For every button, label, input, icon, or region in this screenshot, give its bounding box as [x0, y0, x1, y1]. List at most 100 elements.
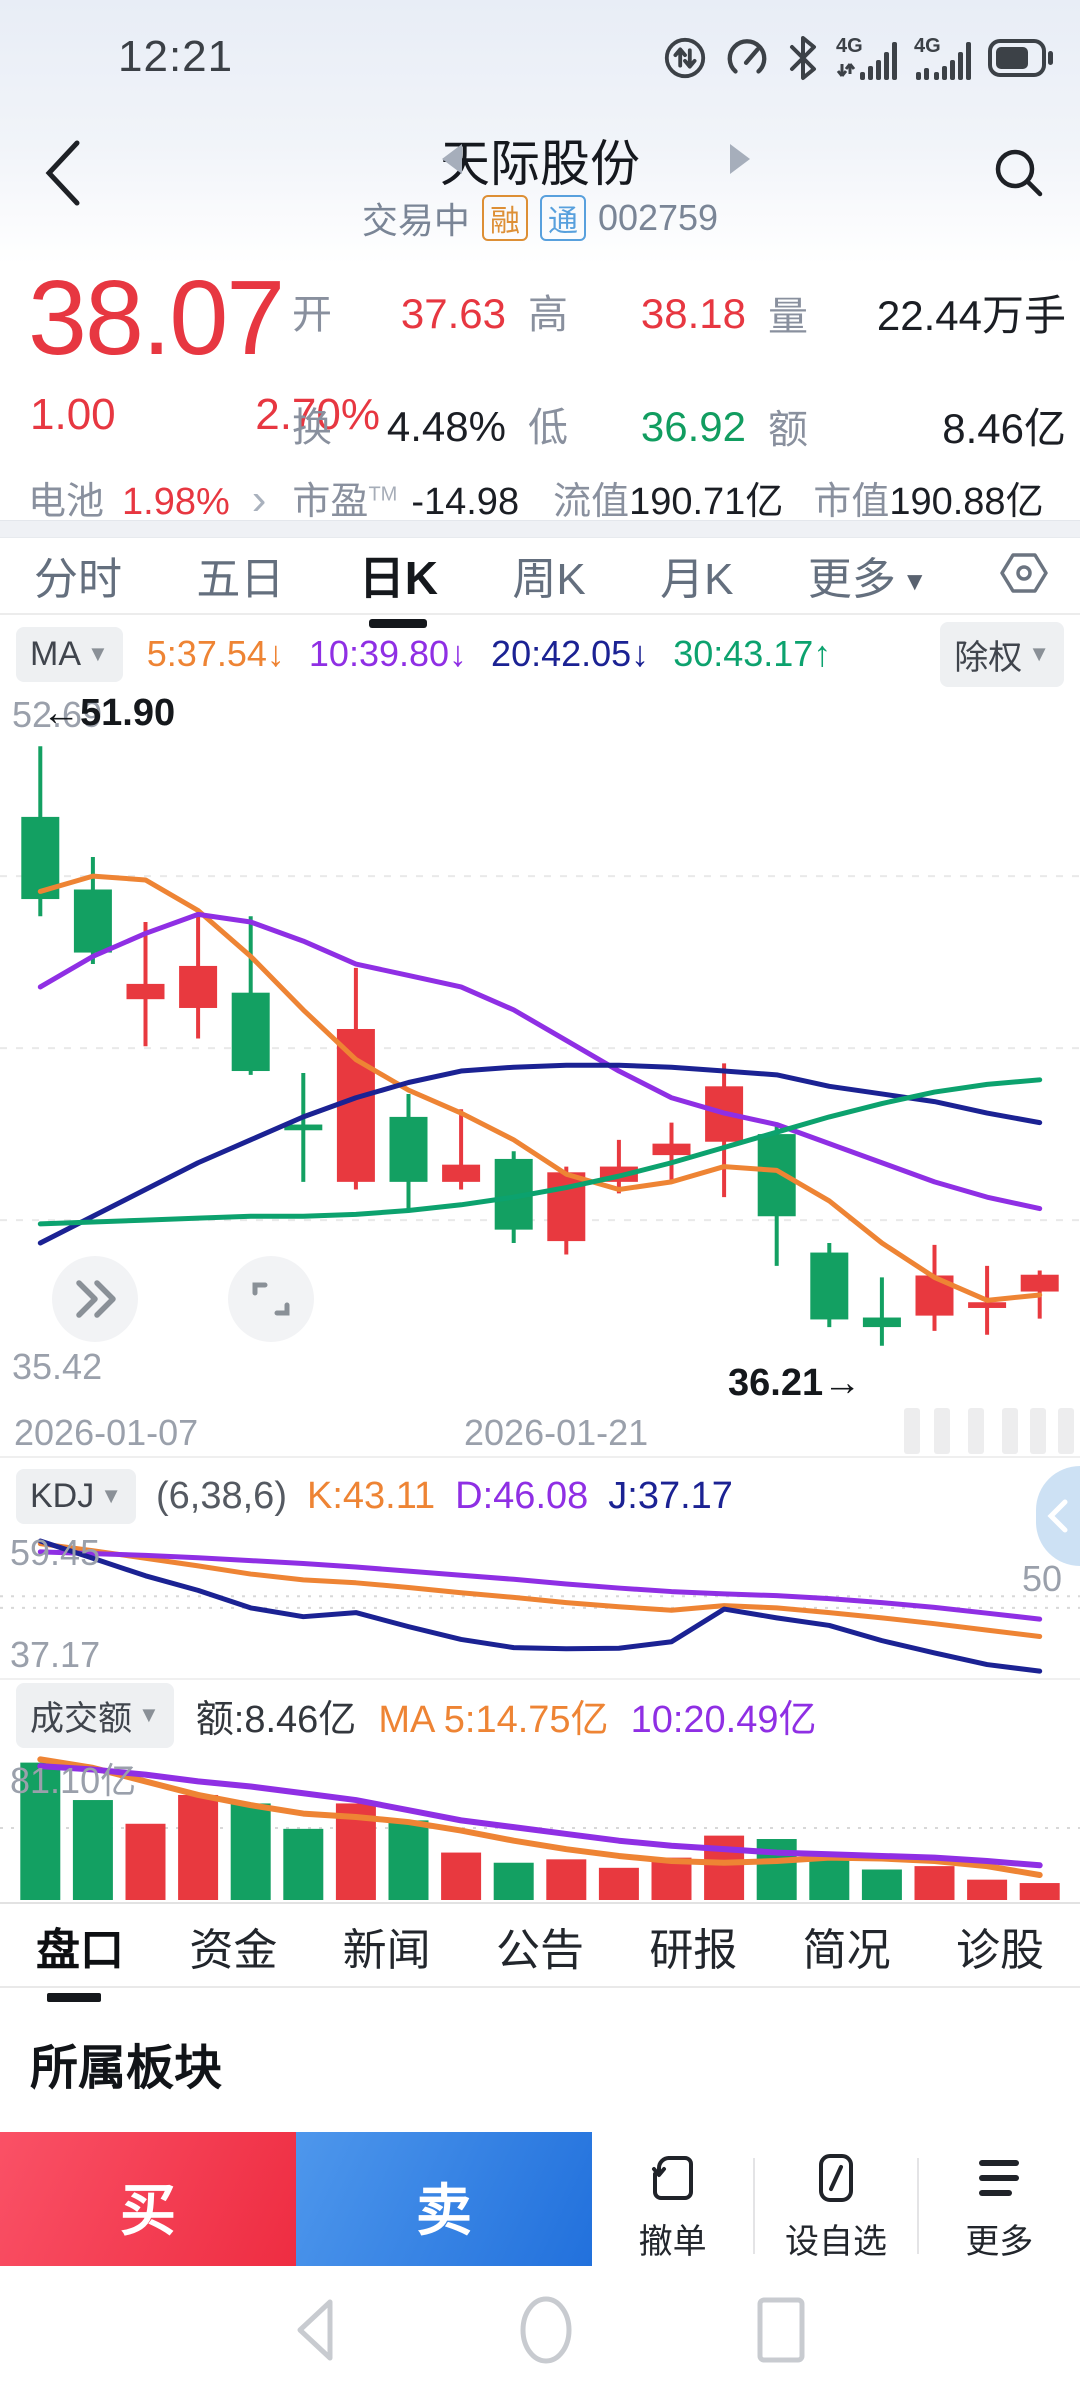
stock-code: 002759: [597, 197, 719, 238]
chevron-down-icon: ▼: [901, 566, 928, 596]
page-title: 天际股份: [440, 136, 640, 192]
pe-label: 市盈TM: [292, 481, 398, 523]
tab-5day[interactable]: 五日: [196, 555, 285, 604]
sector-change[interactable]: 1.98%: [122, 481, 230, 523]
data-saver-icon: [662, 35, 708, 81]
cancel-order-icon: [651, 2155, 693, 2200]
quote-stats-grid: 开 37.63 高 38.18 量 22.44万手 换 4.48% 低 36.92 额 8.…: [292, 282, 1066, 456]
sector-chevron-icon[interactable]: ›: [251, 475, 267, 524]
search-button[interactable]: [984, 138, 1054, 208]
search-icon: [995, 149, 1043, 197]
stat-low: 低 36.92: [528, 403, 746, 450]
chevron-down-icon: ▼: [100, 1483, 123, 1508]
volume-ma10: 10:20.49亿: [630, 1698, 817, 1741]
fullscreen-chart-button[interactable]: [228, 1256, 314, 1342]
kdj-chart[interactable]: [0, 1532, 1080, 1678]
cancel-order-button[interactable]: 撤单: [592, 2132, 753, 2280]
tab-news[interactable]: 新闻: [342, 1926, 431, 1975]
tab-weekly-k[interactable]: 周K: [512, 555, 586, 604]
kdj-axis-min: 37.17: [10, 1634, 101, 1675]
price-change: 1.00: [30, 390, 116, 439]
tab-diagnosis[interactable]: 诊股: [955, 1926, 1044, 1975]
kdj-indicator-bar: KDJ ▼ (6,38,6) K:43.11 D:46.08 J:37.17: [0, 1460, 1080, 1532]
speedometer-icon: [724, 35, 770, 81]
chart-settings-button[interactable]: [998, 549, 1050, 602]
signal-4g-2-icon: 4G: [914, 34, 972, 82]
margin-badge: 融: [481, 195, 528, 241]
stat-open: 开 37.63: [292, 290, 506, 337]
divider: [916, 2158, 919, 2254]
more-actions-button[interactable]: 更多: [919, 2132, 1080, 2280]
expand-periods-button[interactable]: [52, 1256, 138, 1342]
tab-funds[interactable]: 资金: [189, 1926, 278, 1975]
period-tab-bar: 分时 五日 日K 周K 月K 更多 ▼: [0, 537, 1080, 615]
svg-text:4G: 4G: [836, 35, 863, 57]
kline-date-axis: 2026-01-07 2026-01-21: [0, 1408, 1080, 1456]
signal-4g-icon: 4G: [836, 34, 898, 82]
battery-icon: [988, 37, 1054, 79]
loading-shimmer: [1002, 1408, 1018, 1454]
divider: [753, 2158, 756, 2254]
volume-indicator-bar: 成交额 ▼ 额:8.46亿 MA 5:14.75亿 10:20.49亿: [0, 1682, 1080, 1748]
divider: [0, 1678, 1080, 1680]
tab-research[interactable]: 研报: [649, 1926, 738, 1975]
nav-recents-icon[interactable]: [752, 2292, 810, 2368]
connect-badge: 通: [539, 195, 586, 241]
volume-ma5: MA 5:14.75亿: [378, 1698, 609, 1741]
volume-selector-chip[interactable]: 成交额 ▼: [16, 1682, 174, 1748]
nav-back-icon[interactable]: [288, 2292, 344, 2368]
kdj-params: (6,38,6): [156, 1474, 287, 1517]
status-bar: 12:21 4G 4G: [0, 0, 1080, 112]
current-price: 38.07: [28, 259, 285, 377]
set-watchlist-button[interactable]: 设自选: [755, 2132, 916, 2280]
kline-low-marker: 36.21→: [728, 1362, 862, 1404]
volume-chart[interactable]: [0, 1750, 1080, 1904]
fullscreen-icon: [252, 1282, 290, 1316]
price-change-row: 1.00 2.70%: [30, 390, 380, 440]
tab-announcements[interactable]: 公告: [495, 1926, 584, 1975]
kline-axis-min: 35.42: [12, 1346, 103, 1387]
tab-daily-k[interactable]: 日K: [355, 536, 442, 614]
back-button[interactable]: [28, 128, 98, 218]
buy-button[interactable]: 买: [0, 2132, 296, 2280]
tab-monthly-k[interactable]: 月K: [660, 555, 734, 604]
stat-high: 高 38.18: [528, 290, 746, 337]
volume-axis-max: 81.10亿: [10, 1760, 137, 1801]
stat-amount: 额 8.46亿: [768, 405, 1066, 452]
date-label-mid: 2026-01-21: [464, 1412, 649, 1453]
android-nav-bar: [0, 2266, 1080, 2400]
next-stock-arrow-icon[interactable]: [730, 144, 750, 174]
date-label-start: 2026-01-07: [14, 1412, 199, 1453]
tab-more[interactable]: 更多 ▼: [807, 555, 928, 604]
loading-shimmer: [1058, 1408, 1074, 1454]
tab-minute[interactable]: 分时: [34, 555, 122, 604]
pe-value: -14.98: [411, 481, 520, 523]
exrights-chip[interactable]: 除权 ▼: [940, 621, 1064, 687]
ma10-value: 10:39.80↓: [308, 633, 468, 674]
status-time: 12:21: [118, 32, 234, 81]
svg-text:4G: 4G: [914, 35, 941, 57]
market-cap-value: 190.88亿: [889, 481, 1044, 523]
status-icons: 4G 4G: [662, 30, 1054, 86]
chevron-down-icon: ▼: [1028, 641, 1050, 666]
loading-shimmer: [904, 1408, 920, 1454]
stock-subtitle: 交易中 融 通 002759: [0, 192, 1080, 244]
prev-stock-arrow-icon[interactable]: [442, 144, 462, 174]
detail-tab-bar: 盘口 资金 新闻 公告 研报 简况 诊股: [0, 1906, 1080, 1988]
ma-selector-chip[interactable]: MA ▼: [16, 626, 123, 682]
sector-name[interactable]: 电池: [28, 481, 105, 523]
trading-status: 交易中: [361, 200, 470, 241]
quote-row3: 电池 1.98% › 市盈TM -14.98 流值 190.71亿 市值 190…: [28, 470, 1058, 525]
chevron-left-icon: [1047, 1499, 1068, 1533]
kdj-selector-chip[interactable]: KDJ ▼: [16, 1468, 137, 1524]
kline-high-marker: ←51.90: [42, 692, 176, 734]
kline-axis-max: 52.69: [12, 694, 103, 735]
kdj-j-value: J:37.17: [608, 1474, 733, 1517]
tab-profile[interactable]: 简况: [802, 1926, 891, 1975]
bluetooth-icon: [786, 34, 820, 82]
nav-home-icon[interactable]: [516, 2292, 576, 2368]
stat-volume: 量 22.44万手: [768, 292, 1066, 339]
tab-order-book[interactable]: 盘口: [34, 1910, 126, 1982]
sell-button[interactable]: 卖: [296, 2132, 592, 2280]
kline-chart[interactable]: [0, 692, 1080, 1386]
